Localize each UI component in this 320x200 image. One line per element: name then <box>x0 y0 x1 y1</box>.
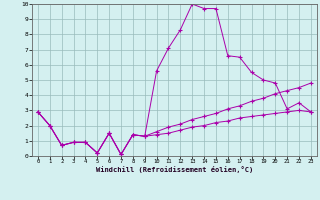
X-axis label: Windchill (Refroidissement éolien,°C): Windchill (Refroidissement éolien,°C) <box>96 166 253 173</box>
